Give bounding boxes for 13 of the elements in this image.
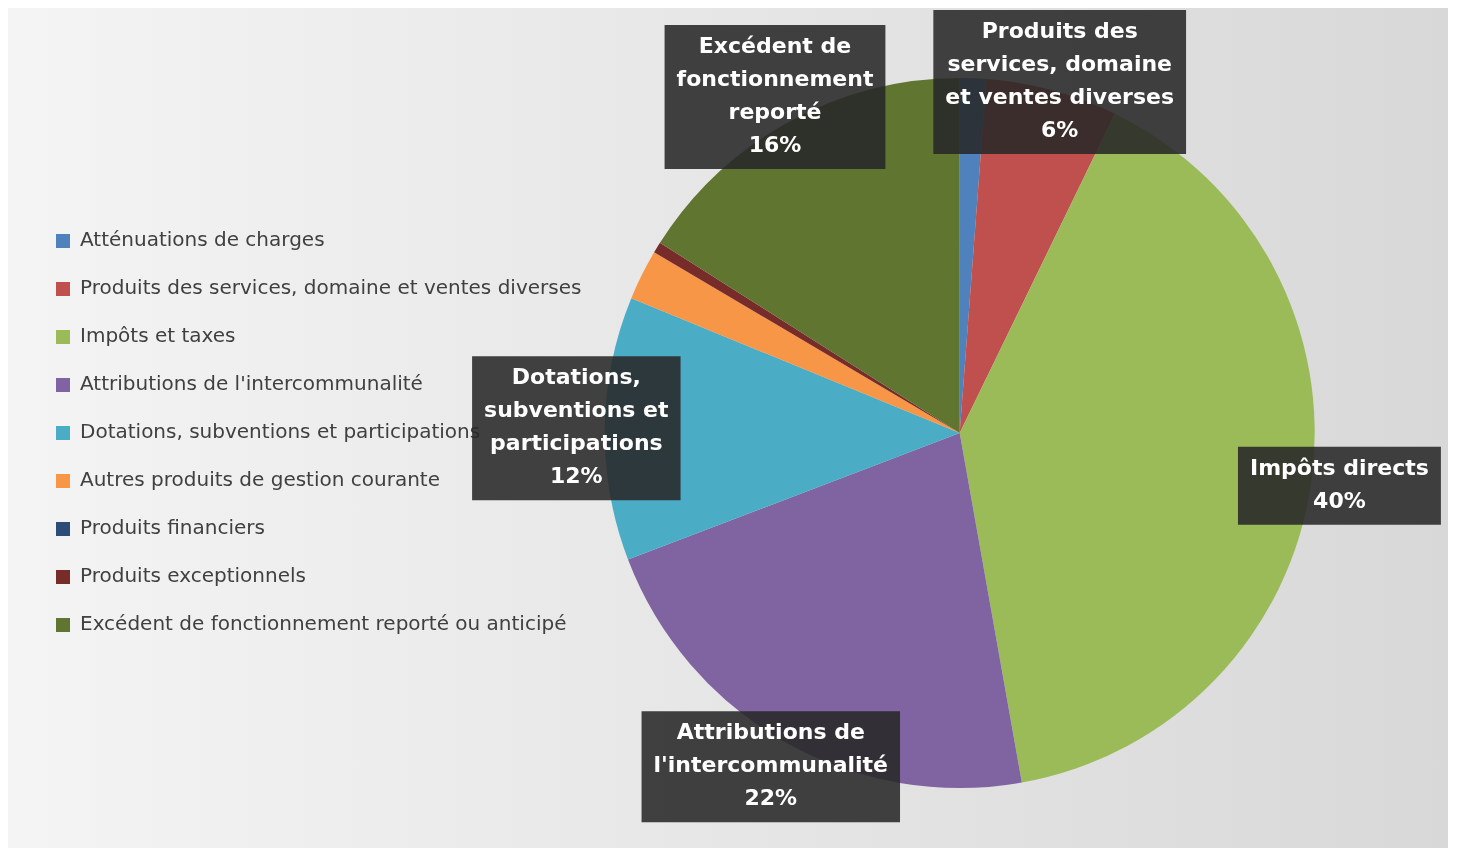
data-label: Produits des services, domaine et ventes diverses 6% <box>945 18 1175 143</box>
data-label: Impôts directs 40% <box>1249 455 1429 514</box>
data-label: Excédent de fonctionnement reporté 16% <box>676 33 874 158</box>
legend-label: Produits des services, domaine et ventes diverses <box>80 275 582 300</box>
data-label: Dotations, subventions et participations 12% <box>484 364 670 489</box>
legend-label: Atténuations de charges <box>80 227 325 252</box>
legend-label: Excédent de fonctionnement reporté ou anticipé <box>80 611 567 636</box>
data-label: Attributions de l'intercommunalité 22% <box>653 719 889 811</box>
legend-label: Produits exceptionnels <box>80 563 306 588</box>
legend-label: Impôts et taxes <box>80 323 236 348</box>
legend-label: Produits financiers <box>80 515 265 540</box>
legend-label: Autres produits de gestion courante <box>80 467 440 492</box>
legend-label: Attributions de l'intercommunalité <box>80 371 423 396</box>
